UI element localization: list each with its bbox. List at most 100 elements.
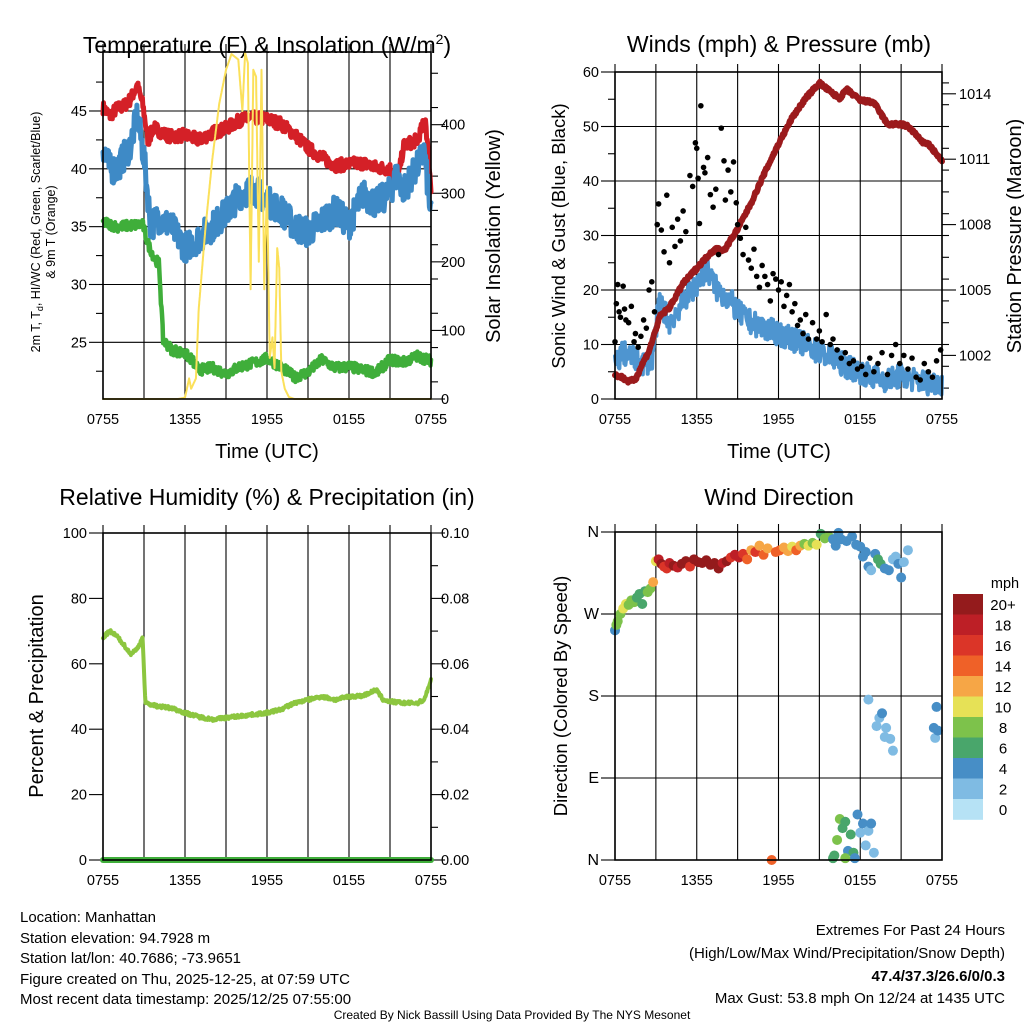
wind-direction-point (868, 847, 879, 858)
extremes-values: 47.4/37.3/26.6/0/0.3 (872, 968, 1005, 985)
y-tick-label: S (588, 688, 599, 705)
y-tick-label: 35 (71, 220, 87, 236)
colorbar-label: 12 (995, 679, 1012, 696)
wind-direction-point (840, 816, 851, 827)
gust-point (725, 167, 731, 173)
gust-point (767, 298, 774, 304)
gust-point (888, 352, 895, 359)
wind-direction-point (762, 543, 773, 554)
gust-point (751, 246, 757, 252)
gust-point (838, 355, 844, 361)
wind-direction-point (860, 547, 871, 558)
plot-frame (102, 532, 432, 861)
wind-direction-point (754, 540, 765, 551)
gust-point (616, 309, 622, 315)
humidity-chart-title: Relative Humidity (%) & Precipitation (i… (59, 484, 474, 510)
y2-tick-label: 1005 (959, 283, 991, 299)
y2-tick-label: 100 (441, 323, 465, 339)
gust-point (730, 159, 737, 165)
gust-point (621, 306, 628, 312)
wind-direction-point (877, 708, 888, 719)
gust-point (830, 336, 836, 342)
gust-point (823, 311, 829, 318)
y-tick-label: 25 (71, 335, 87, 351)
y-tick-label: 40 (71, 722, 87, 738)
gust-point (631, 338, 637, 345)
credit-text: Created By Nick Bassill Using Data Provi… (334, 1008, 691, 1022)
colorbar-swatch (953, 799, 983, 820)
wind-direction-point (840, 853, 851, 864)
gust-point (734, 221, 741, 228)
gust-point (913, 374, 919, 381)
extremes-fields: (High/Low/Max Wind/Precipitation/Snow De… (689, 945, 1005, 962)
gust-point (713, 186, 719, 192)
chart-panel-1: 0 10 20 30 40 50 60 1002 1005 1008 1011 1014 0755 135… (583, 64, 991, 428)
gust-point (850, 358, 857, 364)
colorbar-swatch (953, 655, 983, 677)
y2-tick-label: 300 (441, 186, 465, 202)
gust-point (693, 145, 700, 152)
wind-direction-point (883, 565, 894, 576)
wind-direction-point (881, 722, 892, 733)
gust-point (871, 368, 877, 375)
y-tick-label: 0 (79, 853, 87, 869)
wind-direction-chart-title: Wind Direction (704, 484, 854, 510)
colorbar-swatch (953, 614, 983, 636)
gust-point (929, 374, 936, 381)
y2-tick-label: 0.00 (441, 853, 469, 869)
gust-point (846, 360, 853, 367)
created-text: Figure created on Thu, 2025-12-25, at 07… (20, 971, 350, 988)
x-tick-label: 1355 (169, 873, 201, 889)
gust-point (759, 262, 765, 269)
y-tick-label: 100 (63, 526, 87, 542)
x-tick-label: 0755 (87, 412, 119, 428)
gust-point (700, 164, 707, 171)
max-gust-text: Max Gust: 53.8 mph On 12/24 at 1435 UTC (715, 990, 1005, 1007)
y2-tick-label: 0 (441, 392, 449, 408)
wind-direction-point (931, 701, 942, 712)
dew-point-line (100, 216, 434, 385)
wind-direction-point (896, 572, 907, 583)
gust-point (762, 273, 768, 280)
gust-point (695, 175, 701, 182)
gust-point (666, 259, 673, 266)
wind-direction-point (932, 725, 943, 736)
gust-point (718, 125, 725, 131)
y2-tick-label: 1011 (959, 152, 990, 168)
gust-point (710, 204, 716, 210)
gust-point (654, 221, 661, 228)
colorbar-label: 16 (995, 638, 1012, 655)
x-tick-label: 0155 (333, 412, 365, 428)
y2-tick-label: 0.04 (441, 722, 469, 738)
wind-direction-point (887, 745, 898, 756)
gust-point (800, 330, 806, 337)
wind-direction-point (845, 829, 856, 840)
x-tick-label: 1955 (251, 873, 283, 889)
gust-point (687, 172, 693, 179)
gust-point (655, 201, 662, 207)
gust-point (632, 330, 639, 337)
wind-y-axis-label: Sonic Wind & Gust (Blue, Black) (548, 103, 569, 368)
wind-direction-point (832, 834, 843, 845)
x-tick-label: 0755 (599, 873, 631, 889)
gust-point (721, 158, 727, 164)
y2-tick-label: 400 (441, 118, 465, 134)
gust-point (756, 284, 763, 291)
gust-point (628, 303, 635, 310)
gust-point (834, 347, 840, 353)
gust-point (816, 328, 823, 334)
gust-point (921, 360, 928, 367)
gust-point (669, 224, 676, 231)
wind-direction-point (637, 598, 648, 609)
gust-point (674, 216, 681, 222)
gust-point (875, 360, 881, 367)
gust-point (819, 338, 825, 345)
plot-frame (614, 531, 943, 861)
x-tick-label: 0755 (926, 873, 958, 889)
y-tick-label: 0 (591, 392, 599, 408)
colorbar-label: 14 (995, 659, 1012, 676)
wind-direction-point (648, 577, 659, 588)
gust-point (770, 270, 776, 277)
x-tick-label: 0755 (415, 412, 447, 428)
